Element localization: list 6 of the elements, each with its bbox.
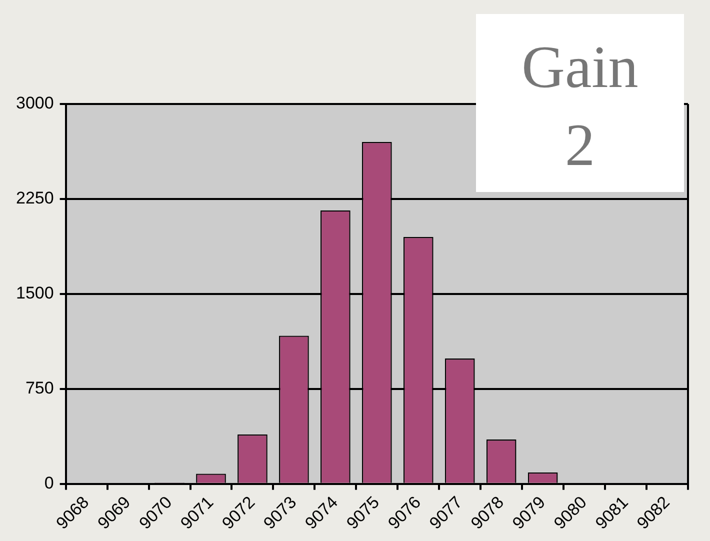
y-tick-label: 0: [44, 474, 54, 493]
y-tick-label: 2250: [16, 188, 54, 208]
y-tick-label: 1500: [16, 284, 54, 303]
y-tick-label: 750: [25, 378, 54, 398]
y-tick-label: 3000: [16, 94, 54, 113]
chart-title: Gain 2: [476, 14, 684, 192]
